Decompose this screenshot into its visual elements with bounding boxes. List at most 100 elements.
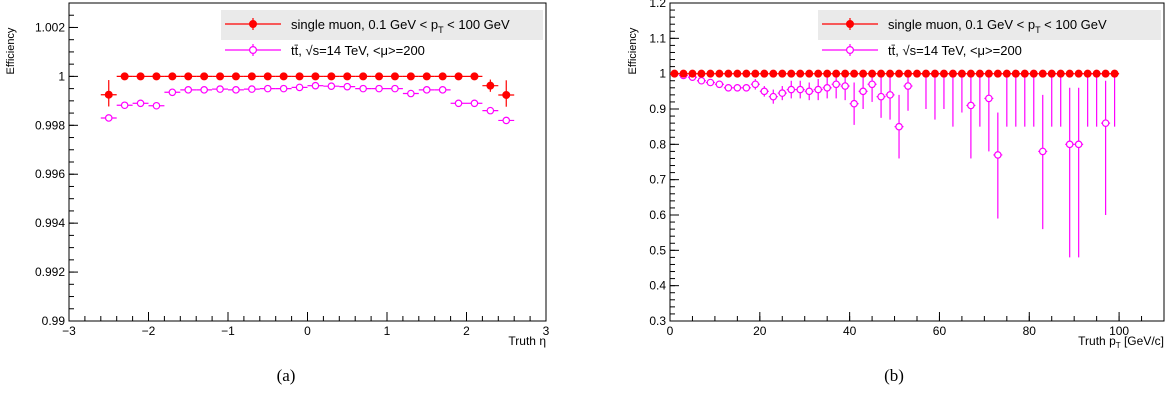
y-tick-label: 1 [58, 69, 65, 83]
data-point [1038, 69, 1047, 78]
data-point [120, 72, 129, 81]
data-point [832, 69, 841, 78]
x-axis-label: Truth η [508, 334, 546, 348]
x-axis-label: Truth pT [GeV/c] [1078, 334, 1164, 350]
data-point [895, 122, 903, 131]
legend-marker [249, 45, 258, 54]
y-tick-label: 0.998 [35, 118, 65, 132]
legend-label: tt̄, √s=14 TeV, <μ>=200 [888, 43, 1022, 58]
data-point [814, 85, 823, 94]
data-point [104, 114, 113, 122]
data-point [311, 81, 320, 90]
data-point [966, 69, 975, 78]
y-axis-label: Efficiency [627, 27, 639, 74]
data-point [823, 69, 832, 78]
data-point [359, 84, 367, 93]
data-point [957, 69, 966, 78]
data-point [697, 76, 706, 85]
y-tick-label: 0.5 [649, 243, 666, 257]
data-point [422, 72, 431, 81]
x-tick-label: −1 [221, 324, 235, 338]
data-point [724, 69, 733, 78]
x-tick-label: 100 [1109, 324, 1129, 338]
data-point [1065, 69, 1074, 78]
data-point [295, 83, 304, 92]
data-point [769, 92, 778, 101]
data-point [391, 84, 399, 93]
data-point [168, 72, 177, 81]
legend-marker [845, 20, 854, 29]
data-point [390, 72, 399, 81]
legend-marker [845, 45, 854, 54]
data-point [1065, 140, 1074, 149]
data-point [502, 116, 511, 125]
data-point [805, 69, 814, 78]
data-point [1029, 69, 1038, 78]
legend-label: single muon, 0.1 GeV < pT < 100 GeV [888, 17, 1107, 35]
data-point [152, 72, 161, 81]
y-tick-label: 1.1 [649, 31, 666, 45]
data-point [967, 101, 975, 110]
data-point [877, 69, 886, 78]
legend-highlight [818, 10, 1161, 40]
data-point [975, 69, 984, 78]
series-single-muon [100, 72, 515, 107]
data-point [993, 69, 1002, 78]
data-point [136, 99, 145, 108]
series-ttbar [678, 69, 1120, 258]
x-tick-label: 0 [304, 324, 311, 338]
data-point [1074, 140, 1083, 149]
data-point [742, 84, 751, 92]
data-point [1038, 147, 1047, 156]
legend-label: tt̄, √s=14 TeV, <μ>=200 [291, 43, 425, 58]
legend [221, 10, 543, 56]
legend [818, 10, 1161, 56]
data-point [751, 80, 760, 89]
data-point [120, 101, 129, 110]
data-point [295, 72, 304, 81]
data-point [231, 72, 240, 81]
y-tick-label: 0.7 [649, 173, 666, 187]
data-point [769, 69, 778, 78]
data-point [805, 87, 814, 96]
data-point [152, 101, 161, 110]
x-tick-label: −3 [62, 324, 76, 338]
x-tick-label: 20 [753, 324, 767, 338]
data-point [796, 69, 805, 78]
x-tick-label: 60 [933, 324, 947, 338]
data-point [454, 72, 463, 81]
data-point [921, 69, 930, 78]
data-point [895, 69, 904, 78]
data-point [948, 69, 957, 78]
data-point [486, 81, 495, 90]
data-point [904, 82, 912, 90]
data-point [751, 69, 760, 78]
data-point [1011, 69, 1020, 78]
data-point [886, 91, 894, 99]
data-point [279, 72, 288, 81]
legend-marker [249, 20, 258, 29]
data-point [724, 84, 733, 92]
data-point [216, 72, 225, 81]
data-point [715, 69, 724, 78]
x-tick-label: 1 [384, 324, 391, 338]
data-point [263, 72, 272, 81]
data-point [939, 69, 948, 78]
data-point [697, 69, 706, 78]
data-point [796, 85, 805, 94]
data-point [438, 72, 447, 81]
data-point [823, 84, 831, 92]
data-point [886, 69, 895, 78]
x-tick-label: 0 [667, 324, 674, 338]
data-point [733, 69, 742, 78]
data-point [670, 69, 679, 78]
data-point [904, 69, 913, 78]
data-point [868, 80, 876, 89]
y-tick-label: 0.994 [35, 216, 65, 230]
series-ttbar [100, 81, 515, 125]
data-point [930, 69, 939, 78]
data-point [422, 86, 431, 94]
data-point [343, 82, 352, 91]
data-point [1101, 69, 1110, 78]
